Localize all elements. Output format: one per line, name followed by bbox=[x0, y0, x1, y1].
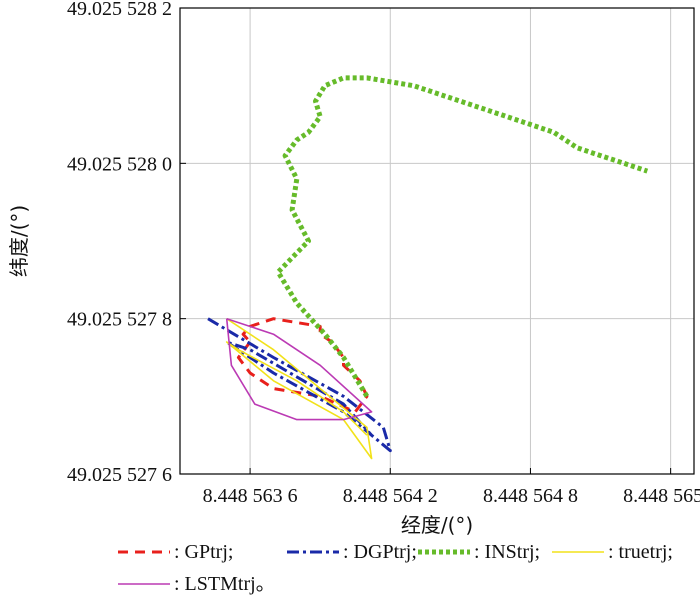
x-tick-label: 8.448 565 4 bbox=[623, 485, 700, 507]
series-line-truetrj bbox=[225, 318, 373, 460]
series-line-gptrj bbox=[236, 317, 369, 414]
y-axis-title: 纬度/(°) bbox=[7, 205, 31, 277]
x-tick-label: 8.448 564 8 bbox=[483, 485, 578, 507]
x-ticks: 8.448 563 6 8.448 564 2 8.448 564 8 8.448 5… bbox=[203, 468, 700, 507]
y-ticks: 49.025 527 6 49.025 527 8 49.025 528 0 49.0… bbox=[67, 0, 186, 486]
y-tick-label: 49.025 528 2 bbox=[67, 0, 172, 20]
x-axis-title: 经度/(°) bbox=[401, 513, 473, 537]
y-tick-label: 49.025 528 0 bbox=[67, 153, 172, 175]
legend-label: : LSTMtrj。 bbox=[174, 573, 276, 595]
legend-item-gptrj: : GPtrj; bbox=[118, 541, 233, 563]
legend-label: : GPtrj; bbox=[174, 541, 233, 563]
y-tick-label: 49.025 527 6 bbox=[67, 464, 172, 486]
plot-frame bbox=[179, 7, 695, 475]
y-tick-label: 49.025 527 8 bbox=[67, 309, 172, 331]
series-line-lstmtrj bbox=[225, 317, 373, 421]
legend-label: : DGPtrj; bbox=[343, 541, 417, 563]
legend-label: : truetrj; bbox=[608, 541, 673, 563]
x-tick-label: 8.448 564 2 bbox=[343, 485, 438, 507]
x-tick-label: 8.448 563 6 bbox=[203, 485, 298, 507]
plot-area bbox=[180, 8, 694, 474]
legend-item-dgptrj: : DGPtrj; bbox=[287, 541, 417, 563]
legend-item-truetrj: : truetrj; bbox=[552, 541, 673, 563]
legend: : GPtrj; : DGPtrj; : INStrj; : truetrj; : LS… bbox=[118, 541, 673, 595]
legend-item-lstmtrj: : LSTMtrj。 bbox=[118, 573, 276, 595]
legend-item-instrj: : INStrj; bbox=[418, 541, 540, 563]
series-line-instrj bbox=[275, 75, 649, 398]
legend-label: : INStrj; bbox=[474, 541, 540, 563]
series-line-dgptrj bbox=[207, 317, 392, 453]
series-layer bbox=[207, 75, 649, 460]
